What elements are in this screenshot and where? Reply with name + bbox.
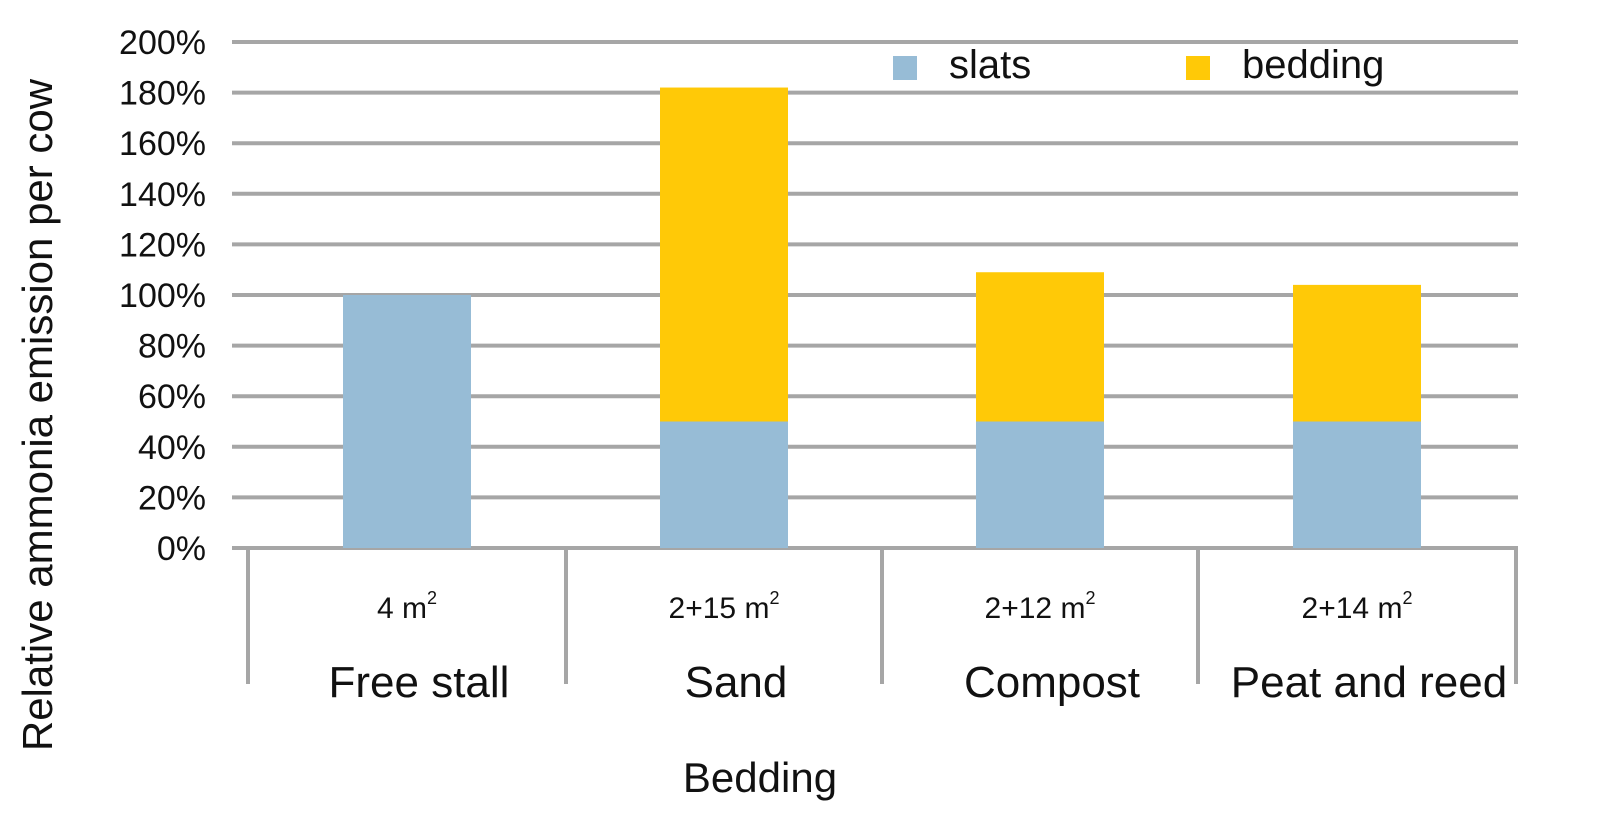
y-tick-label: 200%	[119, 24, 206, 62]
legend-swatch-slats	[893, 56, 917, 80]
category-label: Free stall	[329, 658, 510, 707]
legend-swatch-bedding	[1186, 56, 1210, 80]
category-label: Peat and reed	[1231, 658, 1507, 707]
bar-bedding-peat-and-reed	[1293, 284, 1421, 422]
bar-bedding-sand	[660, 87, 788, 422]
legend-label-bedding: bedding	[1242, 43, 1384, 87]
area-label: 2+14 m2	[1302, 588, 1413, 625]
bar-slats-peat-and-reed	[1293, 421, 1421, 548]
y-tick-label: 160%	[119, 125, 206, 163]
y-tick-label: 140%	[119, 176, 206, 214]
category-label: Sand	[685, 658, 788, 707]
y-tick-label: 80%	[138, 328, 206, 366]
legend: slats bedding	[893, 43, 1384, 87]
bar-slats-compost	[976, 421, 1104, 548]
y-axis-title: Relative ammonia emission per cow	[14, 78, 61, 751]
y-tick-label: 180%	[119, 75, 206, 113]
x-axis-title: Bedding	[683, 754, 837, 801]
y-tick-label: 20%	[138, 479, 206, 517]
y-tick-label: 40%	[138, 429, 206, 467]
y-tick-label: 0%	[157, 530, 206, 568]
bar-slats-sand	[660, 421, 788, 548]
bar-bedding-compost	[976, 272, 1104, 422]
y-tick-label: 60%	[138, 378, 206, 416]
y-tick-label: 100%	[119, 277, 206, 315]
legend-label-slats: slats	[949, 43, 1031, 87]
y-tick-labels: 0% 20% 40% 60% 80% 100% 120% 140% 160% 180% 200%	[119, 24, 206, 568]
area-label: 2+15 m2	[669, 588, 780, 625]
y-tick-label: 120%	[119, 226, 206, 264]
x-axis: 4 m2 Free stall 2+15 m2 Sand 2+12 m2 Compost 2…	[246, 548, 1518, 707]
area-label: 4 m2	[377, 588, 437, 625]
bars	[343, 87, 1421, 548]
area-label: 2+12 m2	[985, 588, 1096, 625]
category-label: Compost	[964, 658, 1140, 707]
bar-slats-free-stall	[343, 295, 471, 548]
